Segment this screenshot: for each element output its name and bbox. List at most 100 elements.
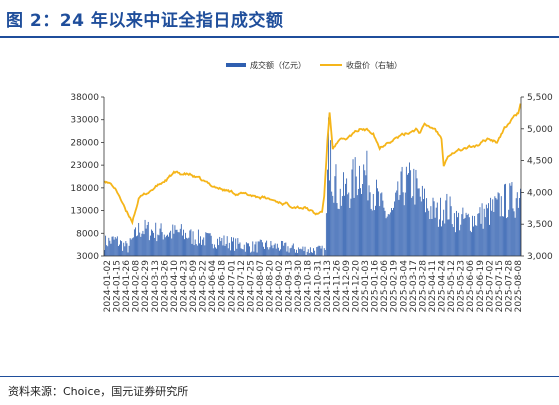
turnover-bar <box>352 159 354 256</box>
turnover-bar <box>187 238 189 256</box>
turnover-bar <box>394 201 396 256</box>
turnover-bar <box>148 240 150 256</box>
turnover-bar <box>348 192 350 256</box>
turnover-bar <box>387 214 389 256</box>
turnover-bar <box>276 243 278 256</box>
turnover-bar <box>351 169 353 256</box>
x-tick-label: 2025-01-16 <box>371 260 381 313</box>
left-tick-label: 38000 <box>70 93 99 103</box>
turnover-bar <box>444 223 446 256</box>
x-tick-label: 2024-12-20 <box>352 260 362 313</box>
turnover-bar <box>238 243 240 256</box>
turnover-bar <box>496 199 498 256</box>
turnover-bar <box>325 213 327 256</box>
right-tick-label: 4,500 <box>527 157 553 167</box>
turnover-bar <box>277 247 279 256</box>
turnover-bar <box>347 194 349 256</box>
turnover-bar <box>414 204 416 256</box>
turnover-bar <box>384 210 386 256</box>
turnover-bar <box>298 247 300 256</box>
turnover-bar <box>392 210 393 256</box>
turnover-bar <box>428 210 430 256</box>
turnover-bar <box>472 215 473 256</box>
turnover-bar <box>213 244 215 256</box>
turnover-bar <box>179 228 181 256</box>
turnover-bar <box>232 241 233 256</box>
left-tick-label: 33000 <box>70 116 99 126</box>
turnover-bar <box>399 194 401 256</box>
turnover-bar <box>153 232 155 256</box>
turnover-bar <box>311 252 312 256</box>
x-tick-label: 2024-06-18 <box>218 260 228 313</box>
turnover-bar <box>255 241 257 256</box>
turnover-bar <box>404 192 406 256</box>
turnover-bar <box>114 237 116 256</box>
turnover-bar <box>373 210 375 256</box>
turnover-bar <box>125 241 127 256</box>
turnover-bar <box>242 249 244 256</box>
turnover-bar <box>271 245 273 256</box>
x-tick-label: 2025-07-28 <box>504 260 514 313</box>
x-tick-label: 2025-04-11 <box>428 260 438 312</box>
turnover-bar <box>363 164 365 256</box>
turnover-bar <box>205 232 207 256</box>
turnover-bar <box>379 206 381 256</box>
turnover-bar <box>492 199 494 256</box>
turnover-bar <box>180 224 182 256</box>
turnover-bar <box>250 252 252 256</box>
turnover-bar <box>208 233 210 256</box>
x-tick-label: 2025-07-02 <box>485 260 495 312</box>
x-tick-label: 2024-02-08 <box>132 260 142 313</box>
turnover-bar <box>236 248 238 256</box>
turnover-bar <box>140 236 142 256</box>
turnover-bar <box>358 165 360 256</box>
turnover-bar <box>382 200 384 256</box>
x-tick-label: 2025-03-28 <box>418 260 428 313</box>
turnover-bar <box>216 248 217 256</box>
turnover-bar <box>108 237 110 256</box>
turnover-bar <box>203 237 205 256</box>
turnover-bar <box>251 251 253 256</box>
turnover-bar <box>221 238 223 256</box>
turnover-bar <box>189 230 191 256</box>
turnover-bar <box>124 246 126 256</box>
turnover-bar <box>280 249 281 256</box>
turnover-bar <box>477 213 479 256</box>
turnover-bar <box>361 193 362 256</box>
turnover-bar <box>243 244 245 256</box>
legend-label-turnover: 成交额（亿元） <box>250 60 306 70</box>
turnover-bar <box>518 198 520 256</box>
turnover-bar <box>441 226 442 256</box>
turnover-bar <box>506 218 508 256</box>
turnover-bar <box>188 237 190 256</box>
turnover-bar <box>453 213 455 256</box>
x-tick-label: 2024-11-13 <box>323 260 333 312</box>
turnover-bar <box>132 237 134 256</box>
turnover-bar <box>256 252 258 256</box>
turnover-bar <box>364 170 366 256</box>
x-tick-label: 2024-09-13 <box>285 260 295 312</box>
legend: 成交额（亿元） 收盘价（右轴） <box>226 60 402 70</box>
turnover-bar <box>115 238 117 256</box>
turnover-bar <box>286 251 288 256</box>
turnover-bar <box>299 249 301 256</box>
turnover-bar <box>202 239 204 256</box>
turnover-bar <box>266 240 268 256</box>
turnover-bar <box>275 248 277 256</box>
turnover-bar <box>367 200 369 256</box>
x-tick-label: 2024-04-23 <box>179 260 189 312</box>
turnover-bar <box>484 217 486 256</box>
turnover-bar <box>462 207 464 256</box>
turnover-bar <box>516 192 518 256</box>
turnover-bar <box>234 250 236 256</box>
turnover-bar <box>120 240 121 256</box>
x-tick-label: 2024-08-07 <box>256 260 266 312</box>
turnover-bar <box>185 232 187 256</box>
turnover-bar <box>245 242 247 256</box>
turnover-bar <box>186 237 188 256</box>
turnover-bar <box>135 227 136 256</box>
turnover-bar <box>437 226 439 256</box>
turnover-bar <box>164 237 166 256</box>
turnover-bar <box>173 233 175 256</box>
turnover-bar <box>261 242 263 256</box>
